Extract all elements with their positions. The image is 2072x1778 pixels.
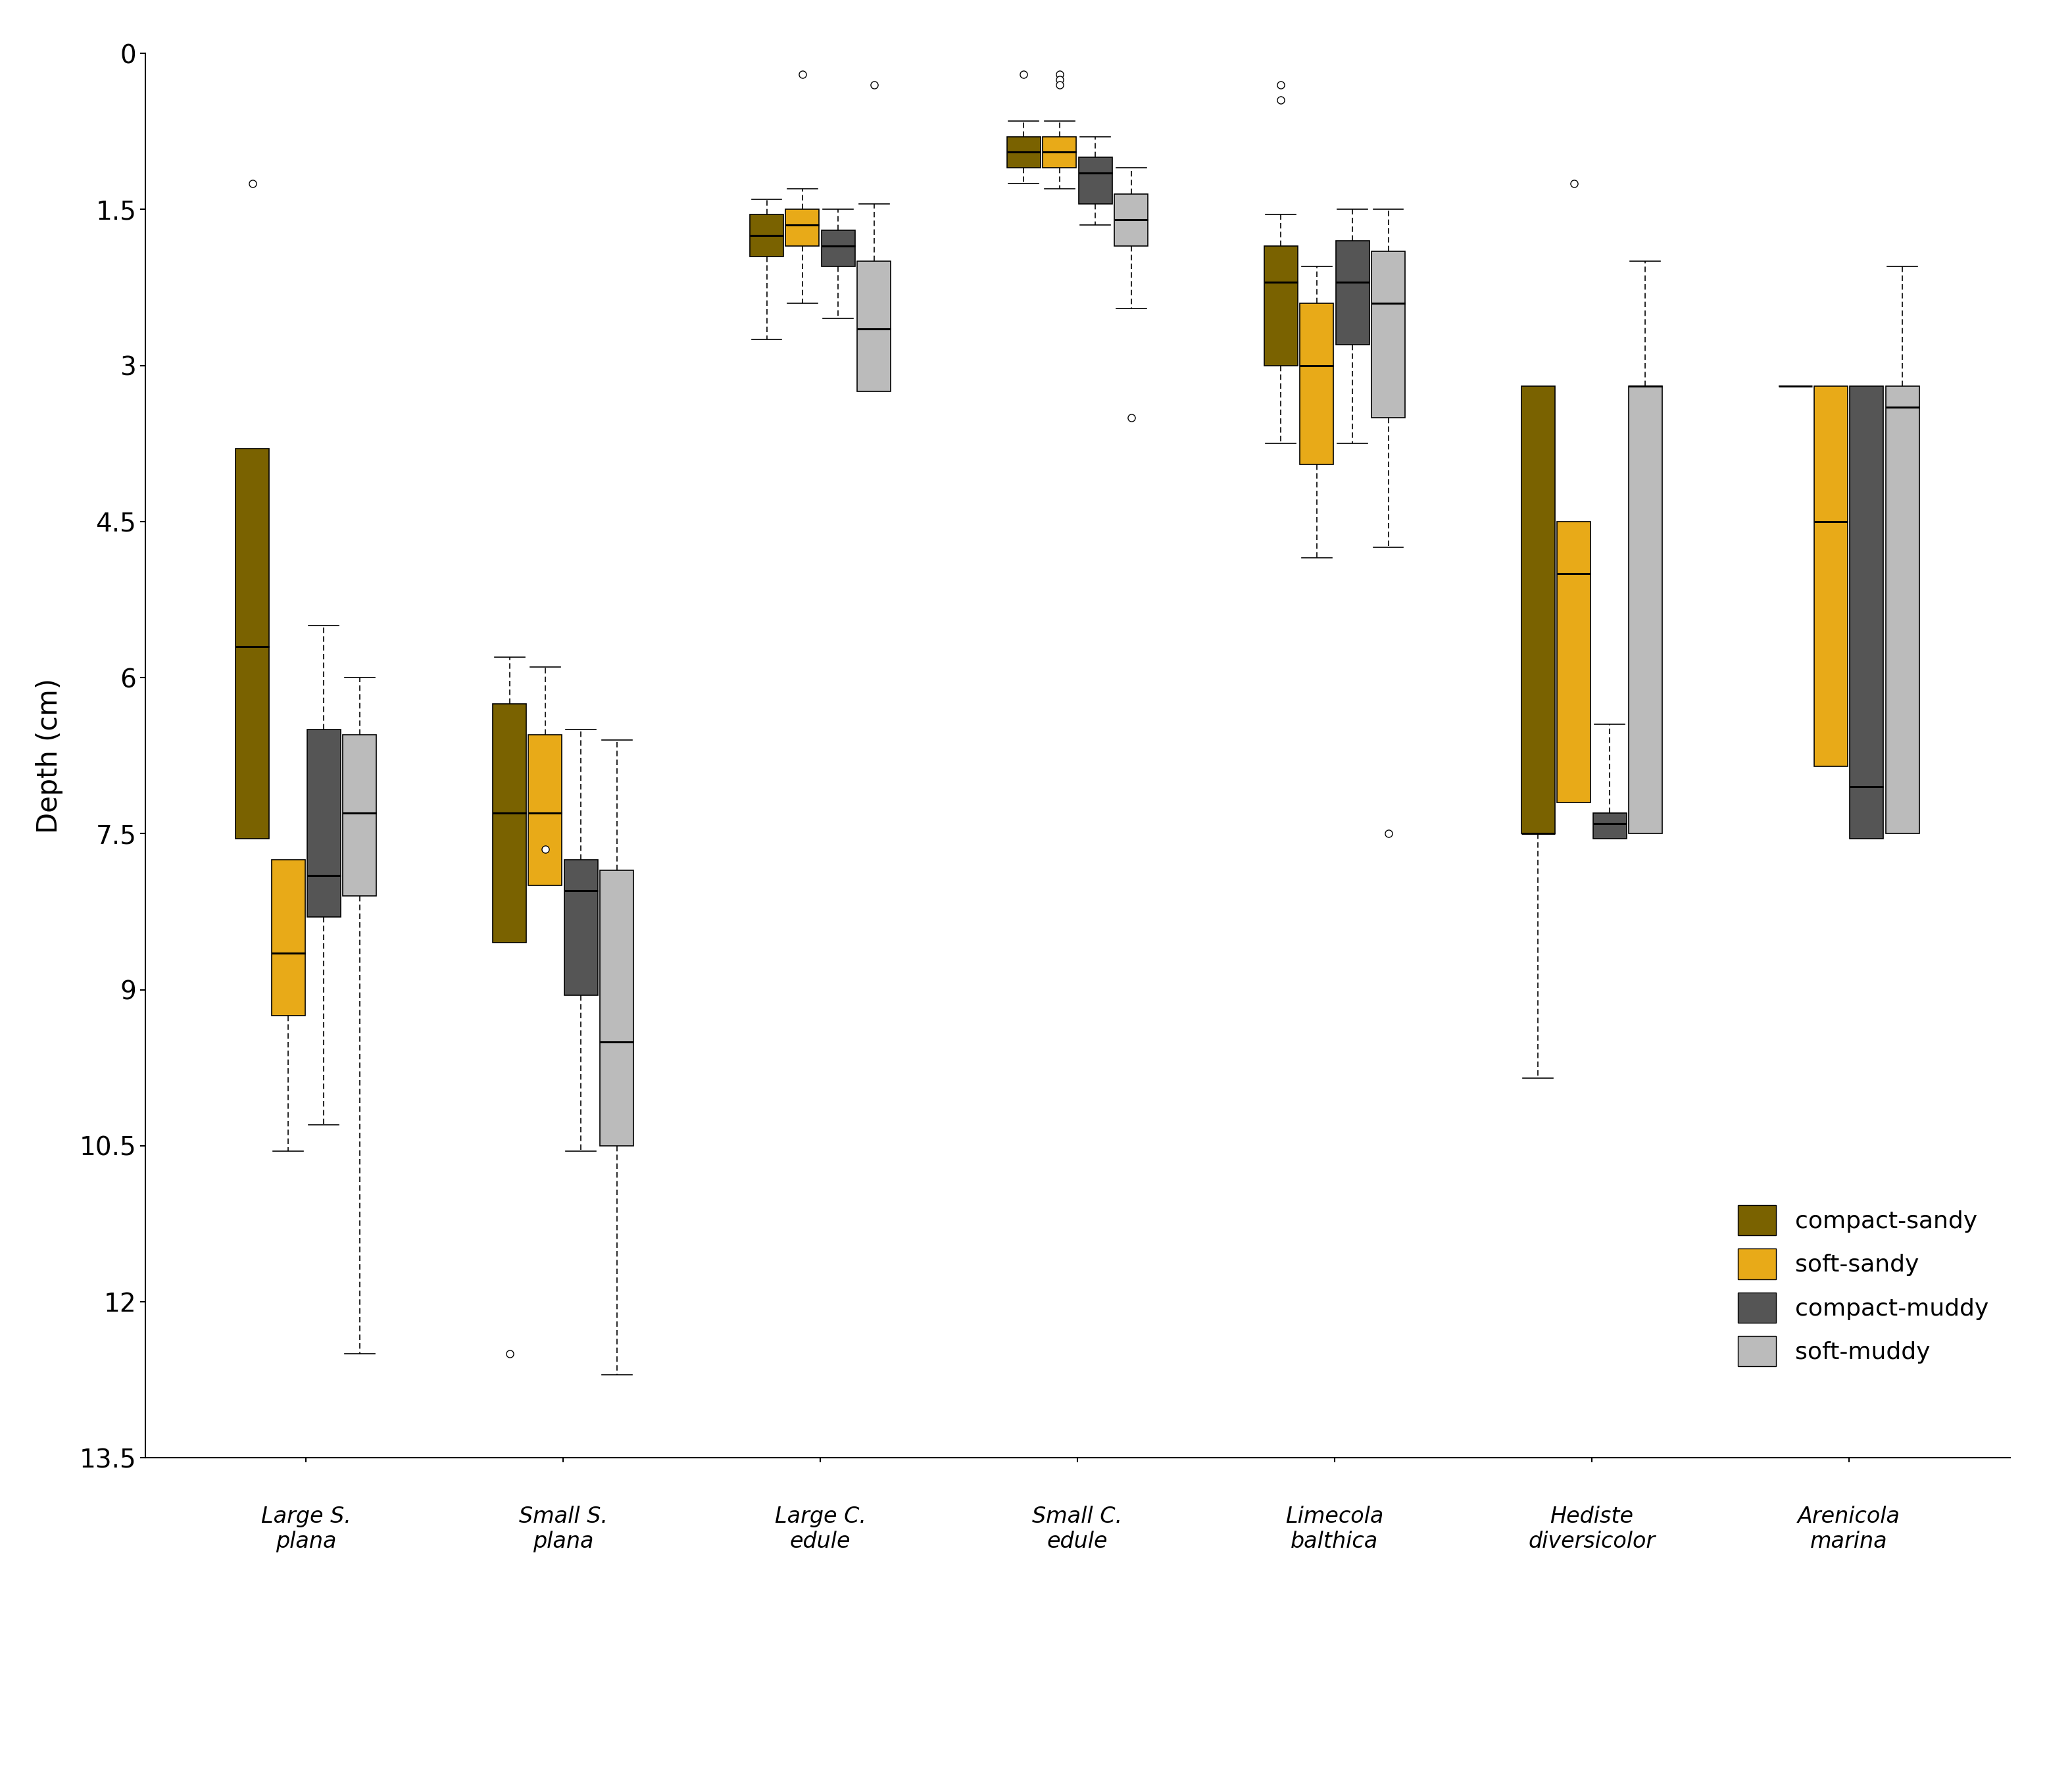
Text: Large C.
edule: Large C. edule: [775, 1506, 866, 1552]
Text: Small S.
plana: Small S. plana: [518, 1506, 607, 1552]
Bar: [307, 729, 340, 917]
Bar: [1886, 386, 1919, 834]
Bar: [1815, 386, 1848, 766]
Bar: [1629, 386, 1662, 834]
Bar: [601, 869, 634, 1145]
Bar: [236, 448, 269, 839]
Text: Limecola
balthica: Limecola balthica: [1285, 1506, 1384, 1552]
Bar: [858, 261, 891, 391]
Bar: [785, 210, 818, 245]
Bar: [1115, 194, 1148, 245]
Bar: [1299, 302, 1334, 464]
Y-axis label: Depth (cm): Depth (cm): [35, 677, 62, 834]
Bar: [1080, 158, 1113, 204]
Bar: [493, 704, 526, 942]
Bar: [1850, 386, 1883, 839]
Bar: [1521, 386, 1554, 834]
Text: Large S.
plana: Large S. plana: [261, 1506, 350, 1552]
Bar: [564, 861, 599, 996]
Bar: [1593, 813, 1627, 839]
Bar: [1372, 251, 1405, 418]
Bar: [1336, 240, 1370, 345]
Text: Hediste
diversicolor: Hediste diversicolor: [1529, 1506, 1656, 1552]
Legend: compact-sandy, soft-sandy, compact-muddy, soft-muddy: compact-sandy, soft-sandy, compact-muddy…: [1728, 1195, 1997, 1376]
Bar: [750, 215, 783, 256]
Text: Small C.
edule: Small C. edule: [1032, 1506, 1123, 1552]
Bar: [344, 734, 377, 896]
Bar: [1264, 245, 1297, 366]
Bar: [821, 229, 856, 267]
Bar: [1042, 137, 1075, 167]
Bar: [1007, 137, 1040, 167]
Bar: [528, 734, 562, 885]
Bar: [1556, 521, 1591, 802]
Bar: [271, 861, 305, 1015]
Text: Arenicola
marina: Arenicola marina: [1798, 1506, 1900, 1552]
